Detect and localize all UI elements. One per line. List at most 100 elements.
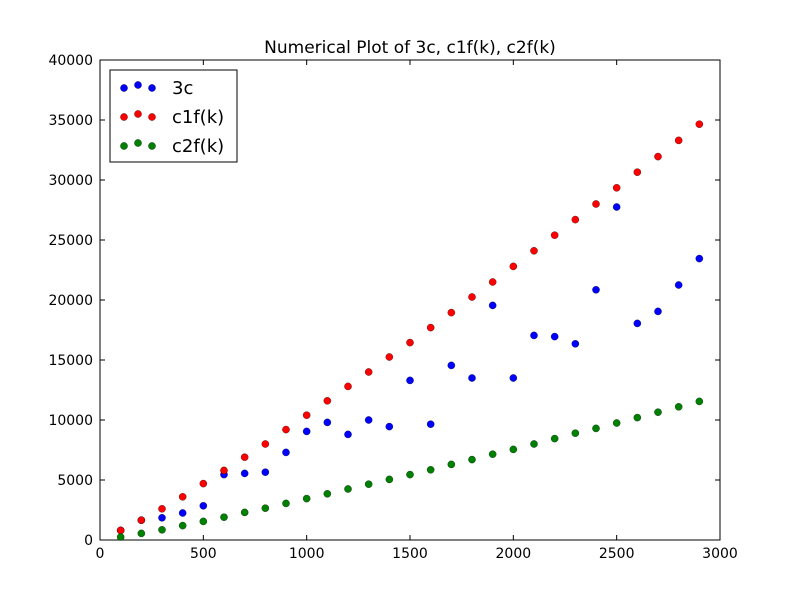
data-point-c1f-k: [447, 308, 456, 317]
data-point-c1f-k: [158, 505, 166, 513]
data-point-c2f-k: [178, 521, 187, 530]
legend-marker-c1f-k: [134, 110, 142, 118]
data-point-3c: [282, 448, 290, 457]
data-point-c2f-k: [488, 450, 497, 458]
legend-label-3c: 3c: [172, 78, 193, 99]
y-tick-label: 40000: [48, 53, 93, 69]
data-point-c1f-k: [240, 453, 249, 461]
y-tick-label: 15000: [48, 353, 93, 369]
data-point-3c: [530, 331, 538, 340]
data-point-c1f-k: [530, 247, 538, 255]
data-point-c2f-k: [468, 455, 476, 464]
data-point-c1f-k: [116, 526, 125, 535]
data-point-3c: [158, 514, 166, 522]
data-point-3c: [385, 422, 394, 431]
legend-marker-3c: [134, 81, 142, 89]
data-point-3c: [406, 376, 414, 385]
data-point-c1f-k: [633, 168, 642, 176]
x-tick-label: 1000: [289, 546, 325, 562]
data-point-c2f-k: [364, 480, 373, 488]
data-point-c1f-k: [509, 262, 518, 271]
y-tick-label: 5000: [57, 473, 93, 489]
legend-marker-3c: [148, 84, 156, 92]
legend-label-c2f-k: c2f(k): [172, 136, 224, 157]
y-tick-label: 0: [84, 533, 93, 549]
y-tick-label: 35000: [48, 113, 93, 129]
data-point-c2f-k: [674, 403, 683, 411]
data-point-c2f-k: [199, 517, 208, 526]
data-point-c2f-k: [344, 485, 352, 493]
data-point-c2f-k: [530, 440, 538, 448]
data-point-c2f-k: [282, 499, 290, 508]
data-point-c2f-k: [571, 429, 580, 437]
data-point-c2f-k: [323, 490, 332, 498]
y-tick-label: 25000: [48, 233, 93, 249]
data-point-c1f-k: [468, 293, 476, 301]
data-point-c1f-k: [654, 152, 662, 161]
data-point-c2f-k: [633, 413, 642, 422]
y-tick-label: 20000: [48, 293, 93, 309]
data-point-c1f-k: [550, 231, 559, 239]
data-point-c2f-k: [116, 533, 125, 541]
data-point-3c: [426, 420, 435, 428]
legend-label-c1f-k: c1f(k): [172, 107, 224, 128]
data-point-c1f-k: [344, 382, 352, 391]
x-tick-label: 2000: [496, 546, 532, 562]
data-point-c1f-k: [137, 516, 146, 524]
data-point-3c: [612, 203, 621, 211]
data-point-c2f-k: [426, 466, 435, 474]
data-point-c1f-k: [261, 440, 270, 448]
data-point-3c: [468, 374, 476, 382]
legend-marker-c1f-k: [120, 113, 128, 121]
data-point-c1f-k: [323, 397, 332, 405]
data-point-c2f-k: [261, 504, 270, 512]
x-tick-label: 500: [190, 546, 217, 562]
data-point-c2f-k: [592, 424, 600, 433]
data-point-c1f-k: [220, 466, 228, 475]
data-point-c1f-k: [302, 411, 311, 419]
data-point-c2f-k: [240, 508, 249, 517]
data-point-c2f-k: [137, 529, 146, 538]
chart-title: Numerical Plot of 3c, c1f(k), c2f(k): [264, 38, 556, 58]
data-point-3c: [323, 418, 332, 427]
data-point-c2f-k: [158, 526, 166, 534]
data-point-c2f-k: [406, 470, 414, 479]
data-point-3c: [592, 286, 600, 294]
data-point-c2f-k: [385, 475, 394, 484]
data-point-3c: [571, 340, 580, 348]
x-tick-label: 3000: [702, 546, 738, 562]
data-point-3c: [674, 281, 683, 289]
data-point-c1f-k: [385, 353, 394, 361]
data-point-c1f-k: [199, 479, 208, 488]
legend-marker-c2f-k: [148, 142, 156, 150]
data-point-c1f-k: [674, 136, 683, 145]
data-point-3c: [240, 469, 249, 478]
data-point-c1f-k: [592, 200, 600, 208]
data-point-3c: [178, 509, 187, 517]
data-point-3c: [695, 254, 704, 263]
legend-marker-c2f-k: [120, 142, 128, 150]
data-point-c1f-k: [178, 493, 187, 501]
data-point-3c: [654, 307, 662, 316]
data-point-3c: [447, 361, 456, 370]
data-point-c1f-k: [488, 278, 497, 286]
data-point-c2f-k: [302, 494, 311, 503]
data-point-c1f-k: [695, 120, 704, 128]
plot-area: 0 500 1000 1500 2000 2500 30000500010000150002…: [48, 53, 737, 562]
data-point-3c: [488, 301, 497, 310]
data-point-c2f-k: [447, 460, 456, 469]
legend-box: [109, 69, 238, 163]
x-tick-label: 1500: [392, 546, 428, 562]
data-point-3c: [633, 319, 642, 328]
data-point-3c: [509, 374, 518, 382]
data-point-c2f-k: [509, 445, 518, 454]
legend-marker-3c: [120, 84, 128, 92]
legend: 3c c1f(k) c2f(k): [109, 69, 238, 163]
x-tick-label: 2500: [599, 546, 635, 562]
data-point-c2f-k: [695, 397, 704, 406]
data-point-c1f-k: [612, 184, 621, 192]
x-tick-label: 0: [96, 546, 105, 562]
data-point-3c: [302, 427, 311, 436]
data-point-c1f-k: [571, 215, 580, 224]
